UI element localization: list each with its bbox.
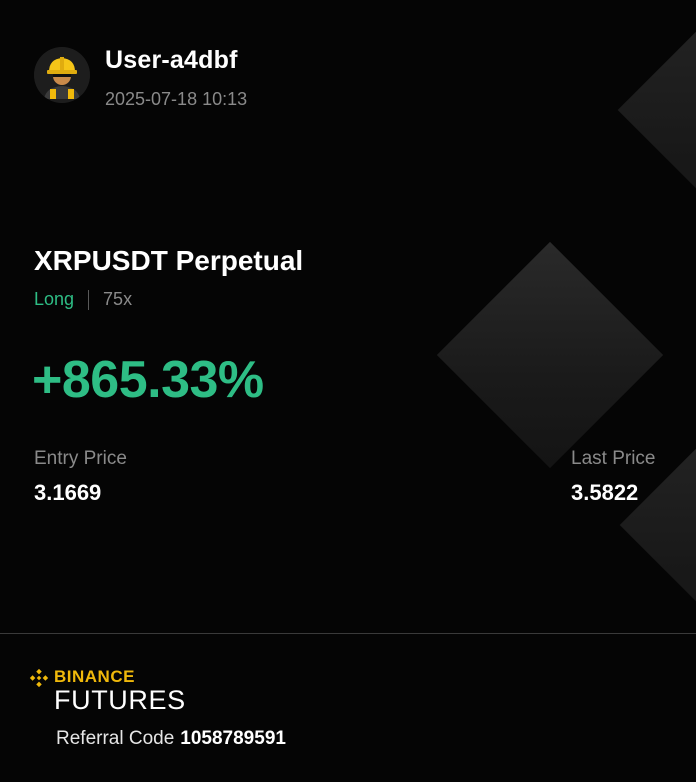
leverage: 75x: [103, 289, 133, 309]
entry-price-block: Entry Price 3.1669: [34, 448, 127, 506]
position-side: Long: [34, 289, 75, 309]
referral-code-row: Referral Code 1058789591: [56, 728, 286, 750]
decorative-diamond: [436, 241, 664, 469]
construction-worker-icon: [34, 47, 90, 103]
brand-name: BINANCE: [54, 667, 135, 686]
last-price-label: Last Price: [571, 448, 656, 469]
last-price-block: Last Price 3.5822: [571, 448, 655, 506]
timestamp: 2025-07-18 10:13: [105, 89, 248, 109]
contract-name: XRPUSDT Perpetual: [34, 245, 304, 276]
footer-divider: [0, 633, 696, 634]
decorative-diamond: [617, 0, 696, 238]
position-meta: Long 75x: [34, 289, 132, 310]
avatar: [34, 47, 90, 103]
username: User-a4dbf: [105, 46, 238, 74]
decorative-diamond: [619, 404, 696, 646]
divider: [88, 289, 90, 310]
binance-logo-icon: [29, 668, 49, 688]
brand-product: FUTURES: [54, 685, 186, 715]
entry-price-value: 3.1669: [34, 480, 102, 505]
entry-price-label: Entry Price: [34, 448, 127, 469]
referral-label: Referral Code: [56, 728, 175, 749]
referral-code: 1058789591: [180, 728, 286, 749]
pnl-percentage: +865.33%: [32, 351, 264, 409]
last-price-value: 3.5822: [571, 480, 639, 505]
